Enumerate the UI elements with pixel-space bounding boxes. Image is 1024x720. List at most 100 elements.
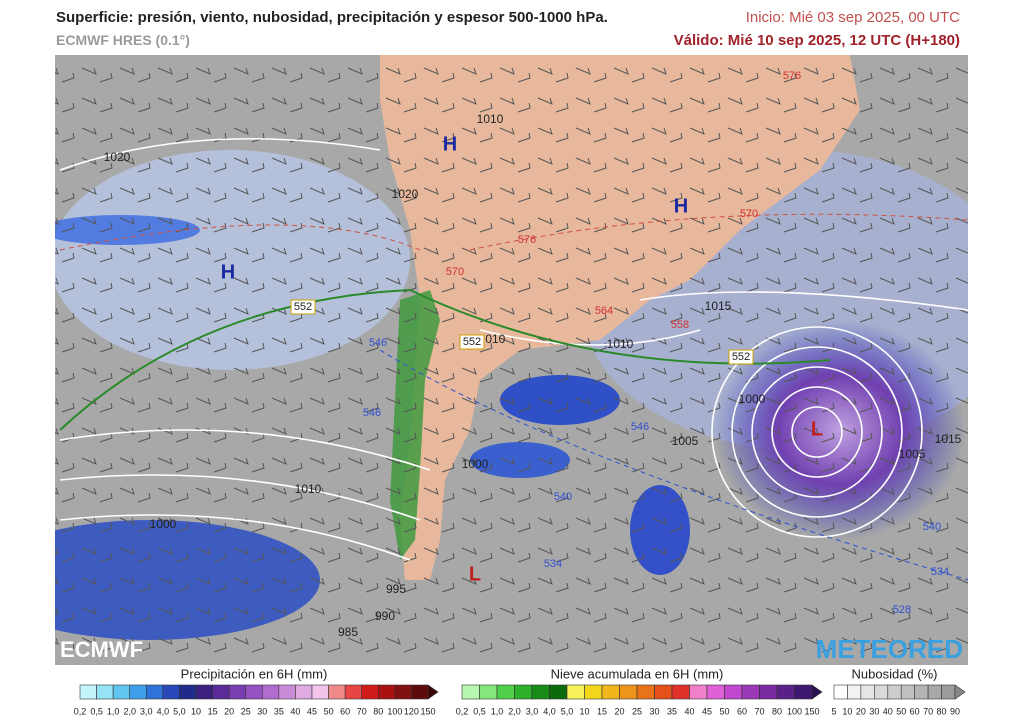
- legend-tick: 20: [224, 706, 234, 716]
- legend-swatch: [179, 684, 197, 700]
- legend-arrow: [427, 684, 439, 700]
- legend-tick: 4,0: [543, 706, 556, 716]
- thickness-label: 564: [595, 305, 613, 317]
- legend-tick: 20: [856, 706, 866, 716]
- thickness-label: 552: [463, 336, 481, 348]
- legend-swatch: [129, 684, 147, 700]
- thickness-label: 552: [732, 351, 750, 363]
- legend-swatch: [860, 684, 875, 700]
- isobar-label: 1020: [392, 187, 419, 201]
- legend-tick: 5,0: [173, 706, 186, 716]
- isobar-label: 985: [338, 625, 358, 639]
- isobar-label: 1010: [477, 112, 504, 126]
- legend-swatch: [549, 684, 568, 700]
- legend-tick: 0,2: [456, 706, 469, 716]
- isobar-label: 1015: [705, 299, 732, 313]
- legend-swatch: [759, 684, 778, 700]
- title: Superficie: presión, viento, nubosidad, …: [56, 9, 608, 26]
- legend-tick: 60: [737, 706, 747, 716]
- legend-tick: 40: [684, 706, 694, 716]
- legend-tick: 30: [649, 706, 659, 716]
- legend-swatch: [145, 684, 164, 700]
- label-box: [728, 349, 754, 365]
- legend-title: Nubosidad (%): [852, 666, 938, 681]
- legend-swatch: [566, 684, 585, 700]
- legend-tick: 40: [883, 706, 893, 716]
- legend-swatch: [212, 684, 230, 700]
- legend-swatch: [461, 684, 480, 700]
- thickness-label: 570: [446, 266, 464, 278]
- isobar-label: 995: [386, 582, 406, 596]
- legend-tick: 10: [191, 706, 201, 716]
- legend-tick: 120: [404, 706, 419, 716]
- legend-title: Nieve acumulada en 6H (mm): [551, 666, 724, 681]
- logo-meteored: METEORED: [816, 634, 963, 664]
- legend-tick: 45: [307, 706, 317, 716]
- legend-tick: 35: [274, 706, 284, 716]
- legend-tick: 80: [772, 706, 782, 716]
- legend-swatch: [927, 684, 942, 700]
- legend-swatch: [328, 684, 346, 700]
- isobar-label: 1010: [607, 337, 634, 351]
- legend-tick: 1,0: [107, 706, 120, 716]
- pressure-center: L: [811, 418, 823, 440]
- legend-tick: 70: [754, 706, 764, 716]
- legend-tick: 3,0: [140, 706, 153, 716]
- isobar-label: 990: [375, 609, 395, 623]
- legend-tick: 60: [340, 706, 350, 716]
- legend-swatch: [377, 684, 396, 700]
- legend-swatch: [394, 684, 412, 700]
- thickness-label: 576: [783, 70, 801, 82]
- legend-swatch: [514, 684, 533, 700]
- legend-tick: 80: [373, 706, 383, 716]
- legend-swatch: [228, 684, 247, 700]
- thickness-label: 552: [294, 301, 312, 313]
- legend-tick: 25: [632, 706, 642, 716]
- legend-swatch: [847, 684, 862, 700]
- legend-swatch: [636, 684, 655, 700]
- legend-swatch: [112, 684, 131, 700]
- legend-swatch: [887, 684, 902, 700]
- legend-tick: 30: [257, 706, 267, 716]
- legend-swatch: [741, 684, 760, 700]
- legend-tick: 2,0: [508, 706, 521, 716]
- legend-tick: 15: [208, 706, 218, 716]
- legend-tick: 50: [719, 706, 729, 716]
- legend-tick: 90: [950, 706, 960, 716]
- legend-swatch: [162, 684, 180, 700]
- thickness-label: 558: [671, 319, 689, 331]
- legend-tick: 2,0: [123, 706, 136, 716]
- legend-swatch: [776, 684, 795, 700]
- legend-tick: 100: [387, 706, 402, 716]
- thickness-label: 546: [363, 407, 381, 419]
- legend-swatch: [361, 684, 379, 700]
- legend-swatch: [479, 684, 498, 700]
- legend-tick: 20: [614, 706, 624, 716]
- legend-title: Precipitación en 6H (mm): [181, 666, 328, 681]
- logo-ecmwf: ECMWF: [60, 637, 143, 662]
- isobar-label: 1010: [479, 332, 506, 346]
- legend-tick: 150: [804, 706, 819, 716]
- legend-tick: 50: [896, 706, 906, 716]
- legend-tick: 35: [667, 706, 677, 716]
- legend-swatch: [411, 684, 429, 700]
- legend-tick: 150: [420, 706, 435, 716]
- legend-swatch: [311, 684, 329, 700]
- isobar-label: 1005: [672, 434, 699, 448]
- legend-swatch: [295, 684, 313, 700]
- legend-tick: 1,0: [491, 706, 504, 716]
- init-time: Inicio: Mié 03 sep 2025, 00 UTC: [745, 9, 960, 26]
- legend-swatch: [278, 684, 296, 700]
- legend-tick: 100: [787, 706, 802, 716]
- isobar-label: 1020: [104, 150, 131, 164]
- legend-swatch: [79, 684, 97, 700]
- isobar-label: 1015: [935, 432, 962, 446]
- legend-swatch: [496, 684, 515, 700]
- valid-time: Válido: Mié 10 sep 2025, 12 UTC (H+180): [673, 32, 960, 49]
- legend-swatch: [706, 684, 725, 700]
- legend-arrow: [954, 684, 966, 700]
- legend-tick: 70: [357, 706, 367, 716]
- legend-tick: 0,5: [90, 706, 103, 716]
- legend-tick: 25: [241, 706, 251, 716]
